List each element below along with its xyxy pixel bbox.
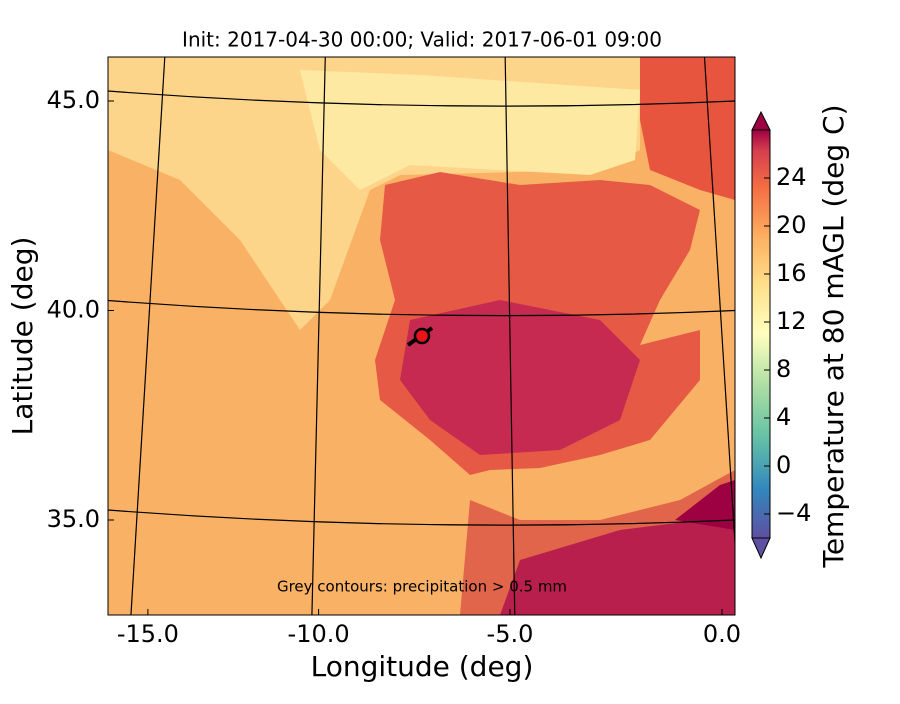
colorbar-min-extend — [751, 537, 771, 560]
x-tick-label: -15.0 — [117, 620, 179, 648]
iberia-hot — [400, 300, 640, 455]
x-tick-label: 0.0 — [703, 620, 741, 648]
map — [108, 57, 735, 615]
meridian — [703, 57, 735, 553]
parallel — [108, 299, 735, 317]
site-marker — [413, 327, 431, 345]
meridian — [130, 57, 166, 615]
hot-spot — [675, 480, 735, 530]
y-tick-label: 45.0 — [47, 86, 100, 114]
y-tick-label: 40.0 — [47, 296, 100, 324]
africa-hot — [500, 480, 735, 615]
colorbar-max-extend — [751, 110, 771, 131]
colorbar — [752, 130, 770, 538]
y-tick-label: 35.0 — [47, 505, 100, 533]
annotation: Grey contours: precipitation > 0.5 mm — [277, 578, 567, 596]
parallel — [108, 509, 735, 526]
colorbar-tick-label: 20 — [776, 211, 807, 239]
meridian — [504, 57, 516, 615]
parallel — [108, 90, 735, 107]
colorbar-tick-label: 24 — [776, 163, 807, 191]
x-tick-label: -5.0 — [487, 620, 534, 648]
title: Init: 2017-04-30 00:00; Valid: 2017-06-0… — [182, 28, 662, 52]
colorbar-frame — [751, 129, 771, 539]
colorbar-label: Temperature at 80 mAGL (deg C) — [817, 104, 850, 568]
x-axis-label: Longitude (deg) — [311, 650, 534, 683]
colorbar-tick-label: 4 — [776, 403, 791, 431]
y-axis-label: Latitude (deg) — [6, 237, 39, 436]
colorbar-tick-label: 8 — [776, 355, 791, 383]
colorbar-tick-label: −4 — [776, 499, 811, 527]
x-tick-label: -10.0 — [288, 620, 350, 648]
colorbar-tick-label: 12 — [776, 307, 807, 335]
colorbar-tick-label: 16 — [776, 259, 807, 287]
cool-sea-core — [300, 70, 640, 190]
plot-frame — [107, 56, 736, 616]
colorbar-tick-label: 0 — [776, 451, 791, 479]
